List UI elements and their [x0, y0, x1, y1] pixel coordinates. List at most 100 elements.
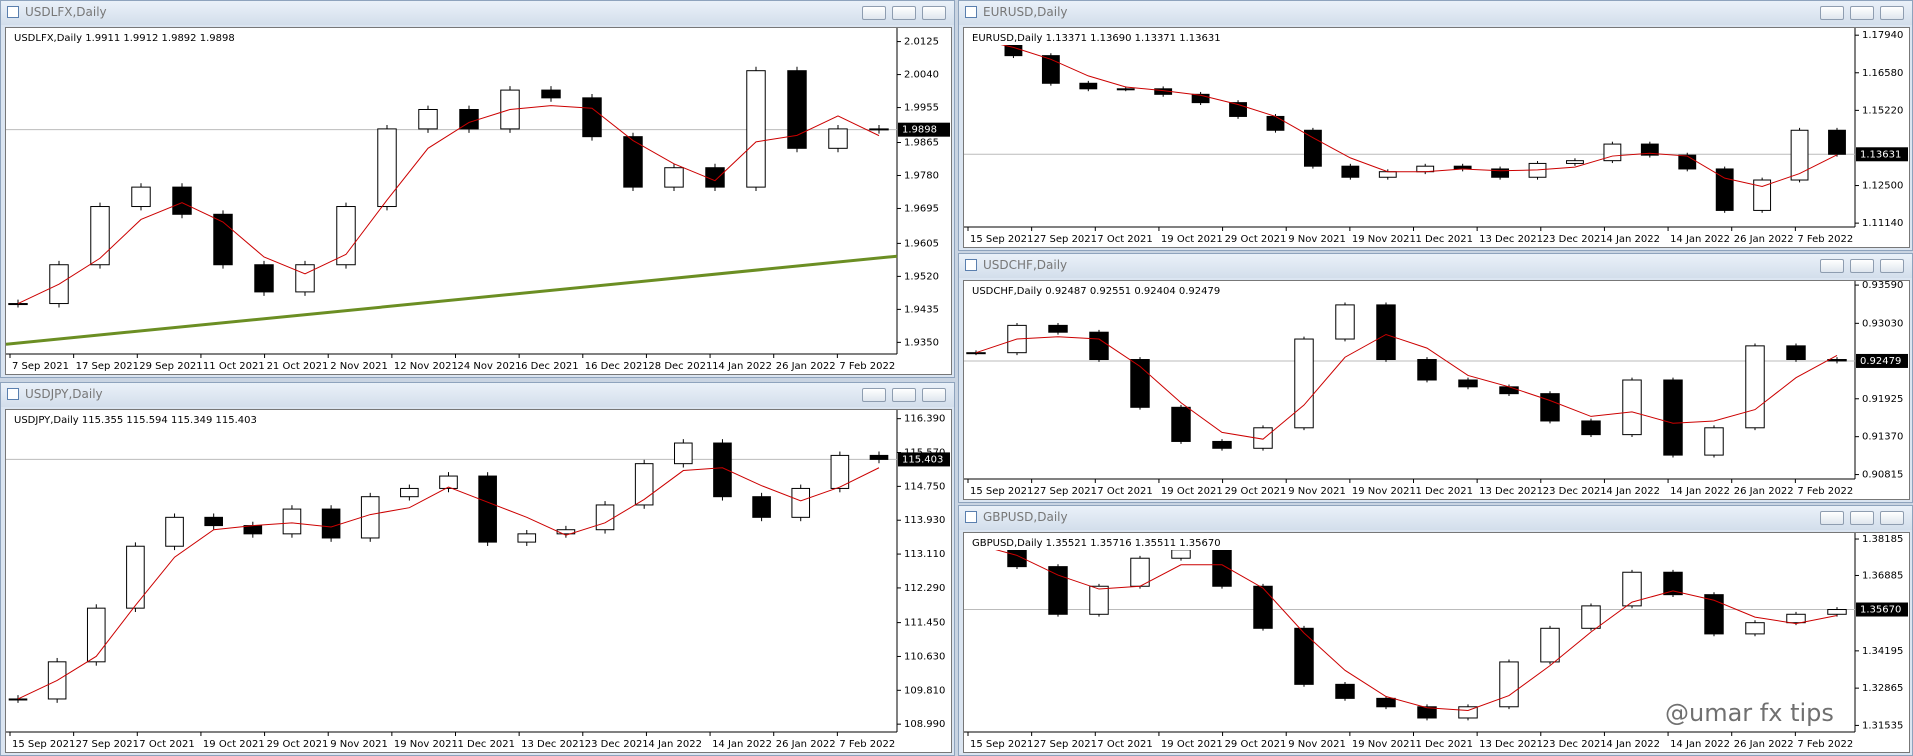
candle-body	[478, 475, 497, 543]
candle	[1540, 391, 1560, 424]
minimize-button[interactable]	[1820, 259, 1844, 273]
candle-body	[1212, 440, 1232, 449]
candle-body	[541, 89, 561, 99]
candle	[1663, 569, 1683, 598]
restore-button[interactable]	[892, 6, 916, 20]
close-button[interactable]	[1880, 259, 1904, 273]
candle	[243, 521, 263, 538]
candle	[1745, 620, 1765, 637]
candle	[1341, 163, 1360, 180]
restore-button[interactable]	[1850, 6, 1874, 20]
candle-body	[377, 128, 397, 208]
x-tick-label: 29 Oct 2021	[1225, 486, 1287, 497]
candle-body	[1827, 609, 1847, 615]
header-bg	[966, 31, 1266, 45]
x-tick-label: 14 Jan 2022	[1670, 234, 1730, 245]
candle	[1499, 384, 1519, 397]
x-tick-label: 7 Oct 2021	[1097, 486, 1152, 497]
candle	[1663, 377, 1683, 458]
close-button[interactable]	[922, 388, 946, 402]
x-tick-label: 24 Nov 2021	[458, 361, 522, 372]
y-tick-label: 1.12500	[1862, 181, 1903, 192]
candle	[1581, 603, 1601, 631]
y-tick-label: 1.9865	[904, 137, 939, 148]
candle-body	[243, 525, 263, 535]
x-tick-label: 9 Nov 2021	[330, 739, 388, 750]
candle	[634, 459, 654, 509]
x-tick-label: 26 Jan 2022	[776, 361, 836, 372]
candle-body	[1294, 627, 1314, 685]
candle	[828, 124, 848, 153]
chart-header: EURUSD,Daily 1.13371 1.13690 1.13371 1.1…	[972, 33, 1221, 44]
minimize-button[interactable]	[1820, 6, 1844, 20]
x-tick-label: 4 Jan 2022	[1606, 234, 1660, 245]
candle	[582, 93, 602, 141]
x-tick-label: 1 Dec 2021	[1416, 486, 1474, 497]
candle-body	[1341, 165, 1360, 178]
x-tick-label: 26 Jan 2022	[1734, 234, 1794, 245]
x-tick-label: 29 Oct 2021	[1225, 234, 1287, 245]
restore-button[interactable]	[1850, 511, 1874, 525]
candle-body	[705, 167, 725, 188]
candle	[336, 202, 356, 269]
candle	[1212, 439, 1232, 451]
candle	[1171, 404, 1191, 444]
candle-body	[787, 70, 807, 149]
candle-body	[172, 186, 192, 215]
candle-body	[8, 303, 28, 306]
candle-body	[254, 264, 274, 293]
candle-body	[1335, 304, 1355, 340]
close-button[interactable]	[1880, 511, 1904, 525]
chart-area: 2.0125 2.0040 1.9955 1.9865 1.9780 1.9695 1.96…	[5, 27, 952, 375]
candle	[254, 260, 274, 296]
minimize-button[interactable]	[1820, 511, 1844, 525]
candle-body	[1253, 585, 1273, 629]
window-icon	[7, 6, 19, 18]
candle-body	[1786, 345, 1806, 361]
y-tick-label: 1.9435	[904, 304, 939, 315]
candle-body	[1640, 143, 1659, 156]
candle	[165, 513, 184, 551]
candle	[1417, 357, 1437, 383]
window-title: USDJPY,Daily	[25, 387, 103, 401]
header-bg	[8, 31, 308, 45]
candle-body	[400, 487, 419, 498]
candle-body	[713, 442, 732, 498]
candle	[869, 124, 889, 134]
close-button[interactable]	[1880, 6, 1904, 20]
x-tick-label: 21 Oct 2021	[267, 361, 329, 372]
candle	[1191, 91, 1210, 106]
minimize-button[interactable]	[862, 6, 886, 20]
candle-body	[828, 128, 848, 149]
y-tick-label: 1.16580	[1862, 68, 1903, 79]
tenkan-line	[975, 38, 1838, 187]
price-box	[1856, 353, 1908, 368]
candle-body	[86, 607, 106, 663]
x-tick-label: 14 Jan 2022	[712, 739, 772, 750]
candle-body	[664, 167, 684, 188]
candle-body	[1663, 379, 1683, 456]
candle	[1827, 357, 1847, 364]
x-tick-label: 1 Dec 2021	[1416, 234, 1474, 245]
candle-body	[1458, 706, 1478, 719]
candle	[1704, 592, 1724, 637]
restore-button[interactable]	[892, 388, 916, 402]
candle	[1622, 569, 1642, 609]
y-tick-label: 1.9955	[904, 103, 939, 114]
candle-body	[1663, 571, 1683, 596]
candle-body	[1376, 304, 1396, 361]
restore-button[interactable]	[1850, 259, 1874, 273]
x-tick-label: 7 Feb 2022	[839, 739, 895, 750]
close-button[interactable]	[922, 6, 946, 20]
candle-body	[1790, 129, 1809, 181]
minimize-button[interactable]	[862, 388, 886, 402]
price-box	[898, 122, 950, 137]
candle-body	[282, 508, 302, 535]
x-tick-label: 28 Dec 2021	[648, 361, 712, 372]
x-tick-label: 19 Nov 2021	[1352, 739, 1416, 750]
y-tick-label: 108.990	[904, 719, 945, 730]
candle-body	[1191, 93, 1210, 104]
title-bar: USDLFX,Daily	[1, 1, 954, 25]
candle	[541, 86, 561, 102]
x-tick-label: 13 Dec 2021	[1479, 486, 1543, 497]
